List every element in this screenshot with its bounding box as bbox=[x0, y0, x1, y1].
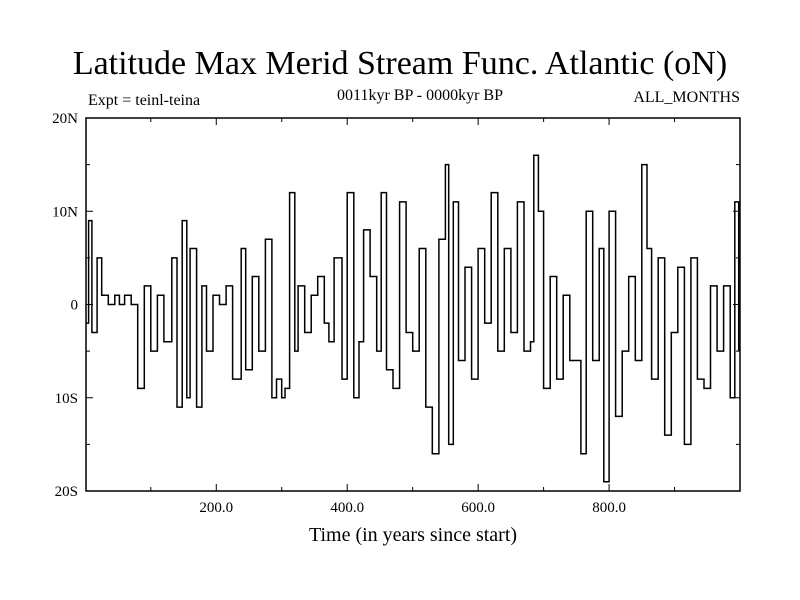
y-tick-label: 0 bbox=[71, 298, 79, 314]
chart-title: Latitude Max Merid Stream Func. Atlantic… bbox=[72, 45, 728, 82]
x-axis-label: Time (in years since start) bbox=[309, 524, 517, 546]
tick-layer: 200.0 400.0 600.0 800.0 20S 10S 0 10N 20N bbox=[52, 111, 740, 516]
experiment-label: Expt = teinl-teina bbox=[88, 92, 201, 109]
y-tick-label: 10N bbox=[52, 204, 78, 220]
x-tick-label: 400.0 bbox=[330, 500, 364, 516]
series-line bbox=[86, 154, 740, 483]
series-layer bbox=[86, 154, 740, 483]
y-tick-label: 20S bbox=[55, 484, 78, 500]
period-label: 0011kyr BP - 0000kyr BP bbox=[337, 87, 503, 104]
x-tick-label: 200.0 bbox=[199, 500, 233, 516]
y-tick-label: 20N bbox=[52, 111, 78, 127]
x-tick-label: 800.0 bbox=[592, 500, 626, 516]
x-tick-label: 600.0 bbox=[461, 500, 495, 516]
months-label: ALL_MONTHS bbox=[633, 89, 740, 106]
y-tick-label: 10S bbox=[55, 391, 78, 407]
